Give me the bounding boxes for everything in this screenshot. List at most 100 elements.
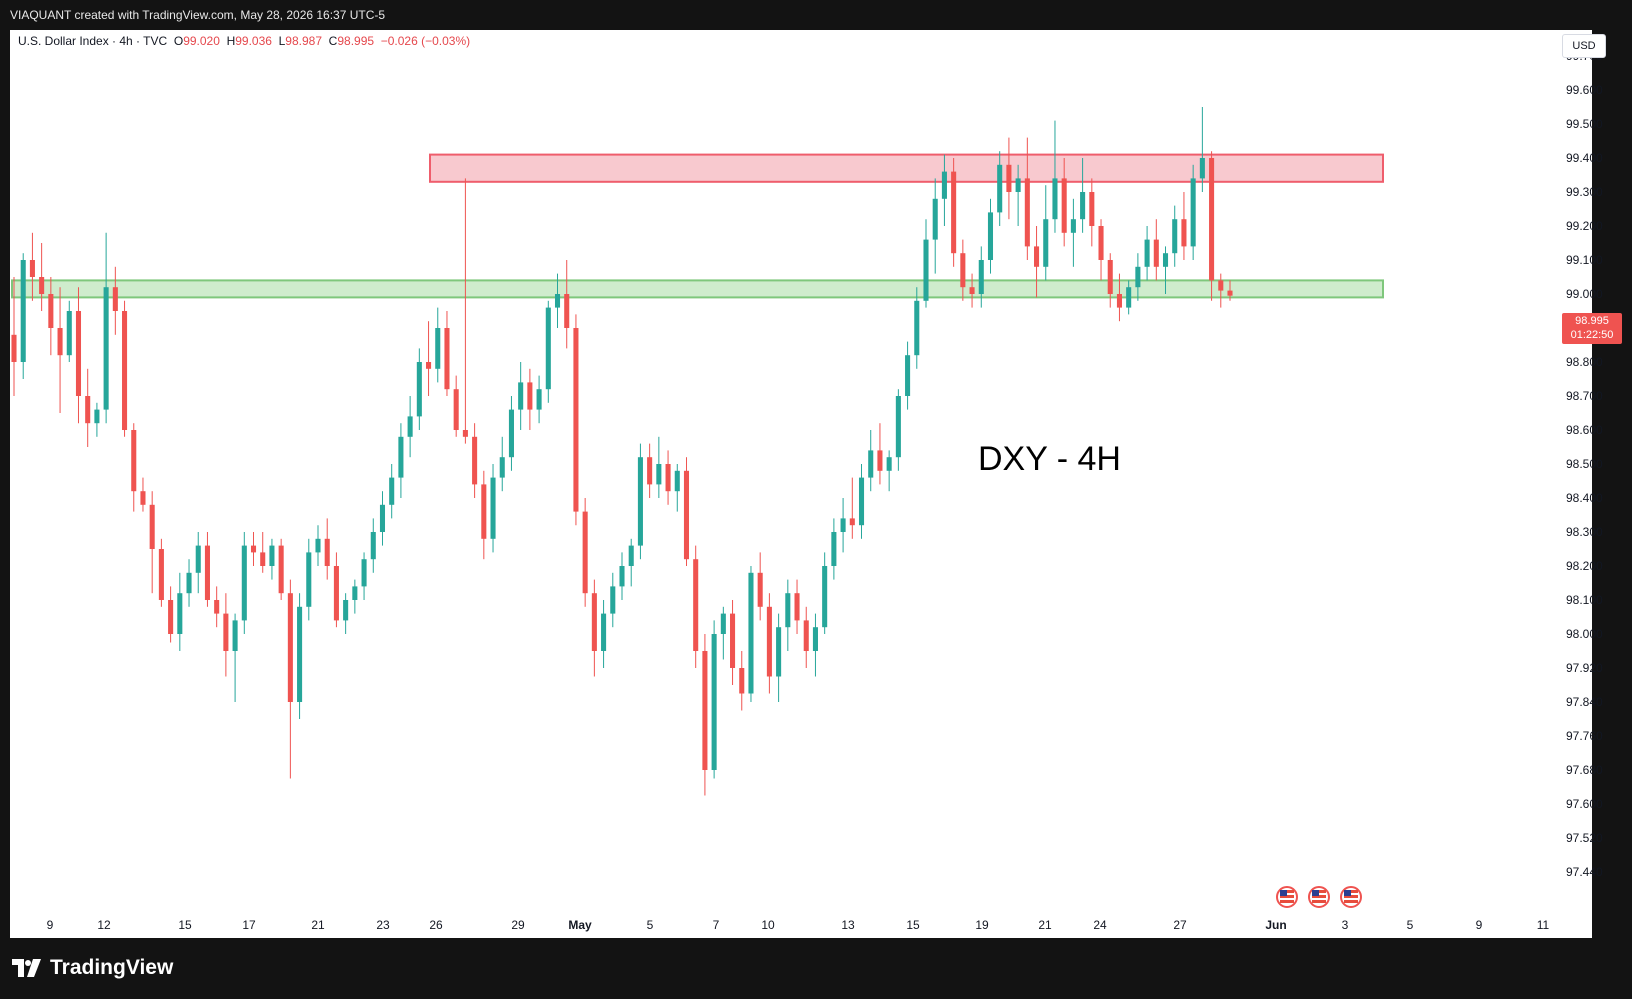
candle-body [112, 287, 118, 311]
price-tick-label: 97.680 [1566, 763, 1603, 777]
candle-body [785, 593, 791, 628]
candle [960, 239, 966, 301]
candle [923, 219, 929, 308]
candle [941, 154, 947, 226]
candle-body [57, 328, 63, 356]
candle-body [241, 545, 247, 621]
price-tick-label: 98.000 [1566, 627, 1603, 641]
tradingview-logo[interactable]: TradingView [12, 956, 173, 980]
tradingview-logo-icon [12, 959, 41, 977]
candle-body [1227, 290, 1233, 296]
candle [895, 389, 901, 471]
candle [112, 266, 118, 335]
price-tick-label: 98.100 [1566, 593, 1603, 607]
open-label: O [173, 34, 184, 48]
candle-body [103, 287, 109, 410]
candle-body [656, 464, 662, 485]
price-tick-label: 99.200 [1566, 219, 1603, 233]
candle [536, 375, 542, 424]
candle-body [1061, 178, 1067, 233]
price-tick-label: 98.800 [1566, 355, 1603, 369]
candle [426, 321, 432, 396]
price-tick-label: 98.500 [1566, 457, 1603, 471]
candle [914, 287, 920, 369]
candle-body [1218, 280, 1224, 291]
close-label: C [328, 34, 338, 48]
candle-body [11, 334, 17, 362]
candle-body [997, 164, 1003, 213]
candle [379, 491, 386, 546]
candle [720, 606, 726, 660]
candle-body [416, 362, 422, 417]
candle-body [389, 477, 395, 505]
candle-body [223, 613, 229, 651]
candle-body [232, 620, 238, 651]
price-tick-label: 99.300 [1566, 185, 1603, 199]
candle-body [214, 600, 220, 614]
zones-layer [11, 153, 1384, 299]
candle-body [794, 593, 800, 621]
time-tick-label: 15 [906, 918, 920, 932]
candle-body [591, 593, 597, 651]
candle-body [803, 620, 809, 651]
candle-body [297, 606, 303, 702]
candle [250, 532, 257, 566]
candle [1116, 273, 1122, 322]
symbol-legend: U.S. Dollar Index · 4h · TVC O99.020 H99… [18, 34, 470, 48]
candle-body [895, 396, 901, 458]
price-tick-label: 99.600 [1566, 83, 1603, 97]
candle-body [941, 171, 947, 199]
candle [591, 579, 597, 677]
currency-button[interactable]: USD [1562, 34, 1606, 58]
candle [195, 532, 201, 594]
candle-body [75, 311, 82, 396]
candle [932, 178, 938, 274]
candle [306, 538, 312, 621]
candle [1199, 107, 1205, 192]
candle [278, 538, 284, 600]
candle [94, 402, 100, 437]
candle [214, 586, 220, 628]
candle [186, 559, 192, 607]
attribution-bar: VIAQUANT created with TradingView.com, M… [0, 0, 1632, 30]
candle [66, 300, 72, 362]
candle-body [39, 277, 45, 294]
candle-body [711, 634, 717, 770]
candle-body [131, 430, 137, 492]
candle [877, 423, 883, 485]
price-tick-label: 97.440 [1566, 865, 1603, 879]
candle [674, 464, 680, 512]
candle-body [1024, 178, 1030, 247]
price-tick-label: 98.400 [1566, 491, 1603, 505]
candle-body [665, 464, 671, 492]
candle [315, 525, 321, 566]
price-tick-label: 97.600 [1566, 797, 1603, 811]
candle [739, 651, 745, 711]
candle-body [158, 549, 164, 600]
candle [122, 300, 128, 437]
candle-body [1153, 239, 1159, 267]
candle-body [1015, 178, 1021, 192]
price-axis: 97.440 97.520 97.600 97.680 97.760 97.840 97.9… [1566, 49, 1603, 879]
candle [1052, 120, 1058, 233]
candle-body [94, 409, 100, 424]
candle-body [628, 545, 634, 566]
price-tick-label: 98.700 [1566, 389, 1603, 403]
us-flag-icon [1308, 886, 1330, 908]
candle [656, 436, 662, 498]
candle-body [647, 457, 653, 485]
candle [785, 579, 791, 651]
candle-body [426, 362, 432, 369]
candle [287, 579, 293, 779]
candle-body [987, 212, 994, 260]
candle [1172, 205, 1178, 267]
time-tick-label: 23 [376, 918, 390, 932]
candle-body [951, 171, 957, 254]
candle [499, 436, 505, 492]
change-value: −0.026 (−0.03%) [380, 34, 471, 48]
candle-body [407, 416, 413, 437]
candle-body [1116, 294, 1122, 308]
candle-body [287, 593, 293, 702]
candle-body [66, 311, 72, 356]
